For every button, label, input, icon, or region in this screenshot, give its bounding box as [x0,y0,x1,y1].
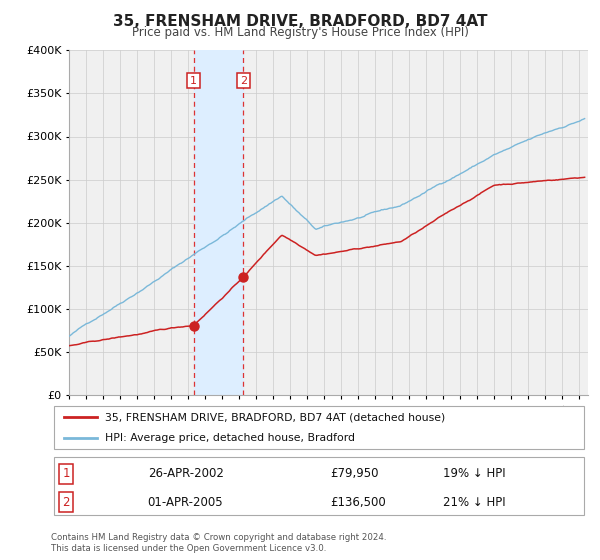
Text: 35, FRENSHAM DRIVE, BRADFORD, BD7 4AT: 35, FRENSHAM DRIVE, BRADFORD, BD7 4AT [113,14,487,29]
Text: 19% ↓ HPI: 19% ↓ HPI [443,467,506,480]
Text: Price paid vs. HM Land Registry's House Price Index (HPI): Price paid vs. HM Land Registry's House … [131,26,469,39]
Text: 1: 1 [62,467,70,480]
Text: This data is licensed under the Open Government Licence v3.0.: This data is licensed under the Open Gov… [51,544,326,553]
Text: 35, FRENSHAM DRIVE, BRADFORD, BD7 4AT (detached house): 35, FRENSHAM DRIVE, BRADFORD, BD7 4AT (d… [105,412,445,422]
Text: 1: 1 [190,76,197,86]
FancyBboxPatch shape [53,458,584,515]
Text: Contains HM Land Registry data © Crown copyright and database right 2024.: Contains HM Land Registry data © Crown c… [51,533,386,542]
Text: HPI: Average price, detached house, Bradford: HPI: Average price, detached house, Brad… [105,433,355,443]
Bar [194,50,244,395]
FancyBboxPatch shape [53,405,584,450]
Text: 2: 2 [62,496,70,508]
Text: £136,500: £136,500 [330,496,386,508]
Text: £79,950: £79,950 [330,467,379,480]
Text: 26-APR-2002: 26-APR-2002 [148,467,224,480]
Text: 2: 2 [240,76,247,86]
Text: 01-APR-2005: 01-APR-2005 [148,496,223,508]
Text: 21% ↓ HPI: 21% ↓ HPI [443,496,506,508]
